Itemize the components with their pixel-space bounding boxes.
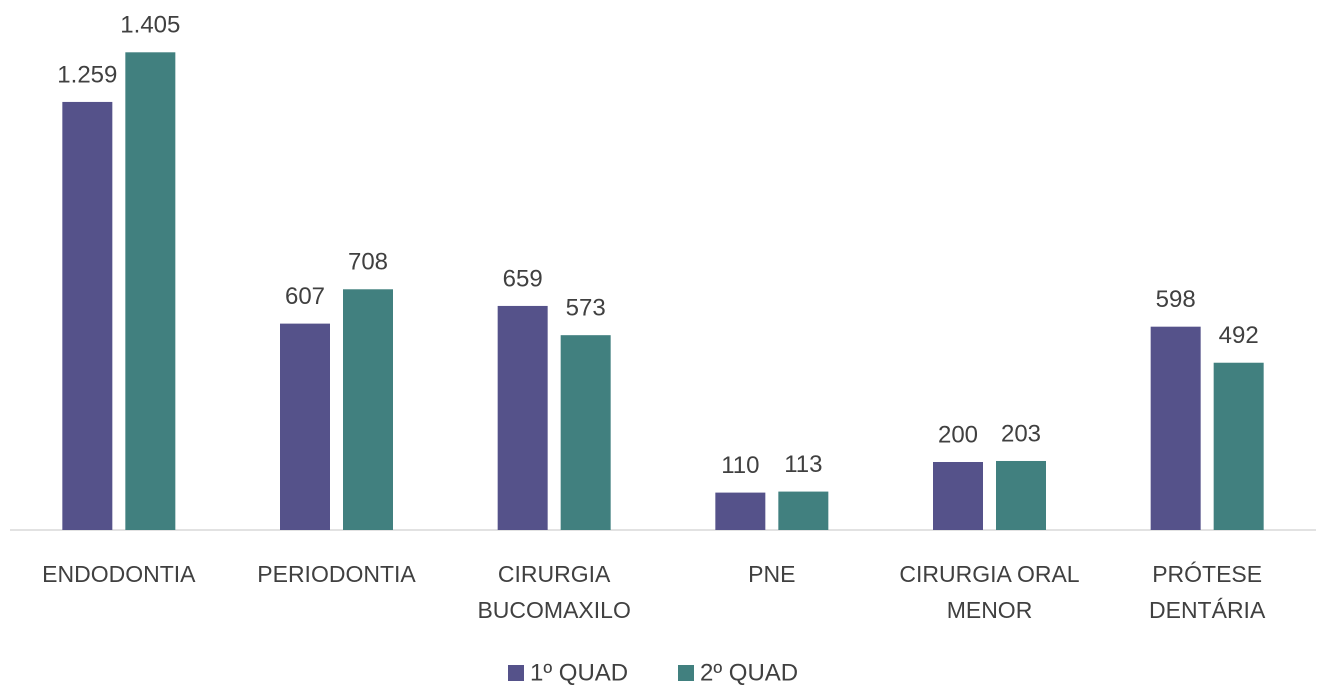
bar xyxy=(1213,362,1264,530)
data-label: 113 xyxy=(784,451,822,478)
bar xyxy=(933,462,983,530)
legend-label: 2º QUAD xyxy=(700,659,798,686)
x-tick-label: PRÓTESE DENTÁRIA xyxy=(1149,561,1266,623)
legend-swatch xyxy=(678,665,694,681)
data-label: 110 xyxy=(721,452,759,479)
bar xyxy=(497,305,548,530)
bar xyxy=(125,52,176,531)
data-label: 708 xyxy=(348,249,388,276)
bar xyxy=(343,289,393,530)
x-tick-label: CIRURGIA ORAL MENOR xyxy=(899,561,1080,623)
data-label: 607 xyxy=(285,283,325,310)
data-label: 573 xyxy=(566,295,606,322)
bar xyxy=(1150,326,1201,530)
bar xyxy=(778,491,829,530)
bar xyxy=(62,101,113,530)
bar xyxy=(280,323,330,530)
bar xyxy=(996,460,1046,530)
x-tick-label: ENDODONTIA xyxy=(42,561,196,587)
x-tick-label: PNE xyxy=(748,561,796,587)
data-label: 203 xyxy=(1001,420,1041,447)
legend-swatch xyxy=(508,665,524,681)
bar xyxy=(715,492,766,530)
data-label: 1.259 xyxy=(57,61,117,88)
data-label: 1.405 xyxy=(120,12,180,39)
x-tick-label: CIRURGIA BUCOMAXILO xyxy=(477,561,631,623)
data-label: 659 xyxy=(503,265,543,292)
data-label: 492 xyxy=(1219,322,1259,349)
data-label: 200 xyxy=(938,421,978,448)
x-tick-label: PERIODONTIA xyxy=(257,561,416,587)
data-label: 598 xyxy=(1156,286,1196,313)
bar xyxy=(560,335,611,530)
legend-label: 1º QUAD xyxy=(530,659,628,686)
